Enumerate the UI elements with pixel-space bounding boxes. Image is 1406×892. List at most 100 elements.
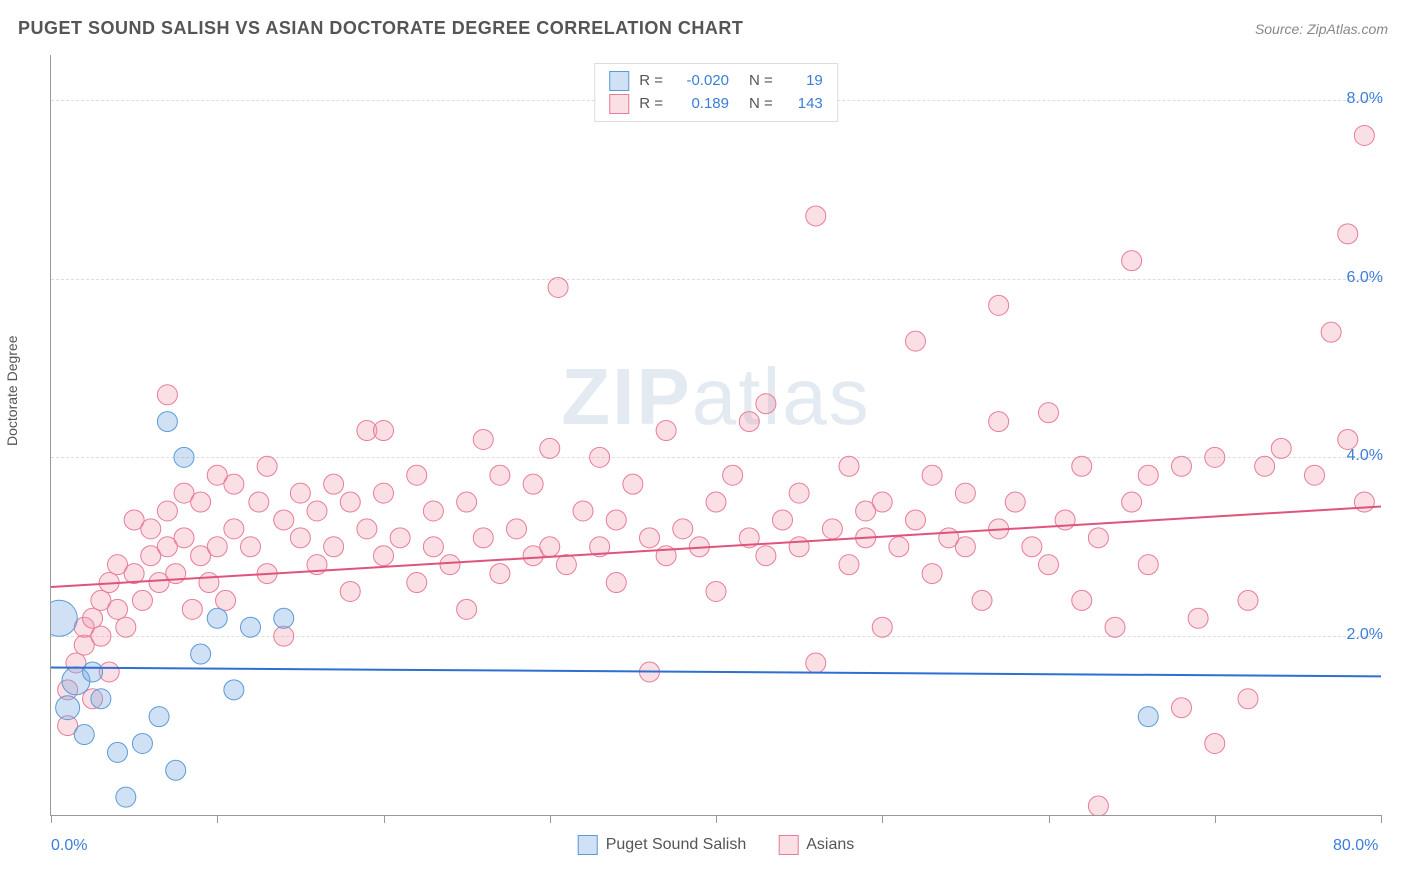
data-point <box>290 483 310 503</box>
data-point <box>457 599 477 619</box>
data-point <box>257 564 277 584</box>
data-point <box>157 385 177 405</box>
data-point <box>1072 590 1092 610</box>
x-tick-label: 0.0% <box>51 837 87 855</box>
plot-area: ZIPatlas R = -0.020 N = 19 R = 0.189 N =… <box>50 55 1381 816</box>
data-point <box>507 519 527 539</box>
data-point <box>656 546 676 566</box>
data-point <box>989 412 1009 432</box>
data-point <box>1172 456 1192 476</box>
x-tick-label: 80.0% <box>1333 837 1378 855</box>
data-point <box>324 474 344 494</box>
correlation-legend: R = -0.020 N = 19 R = 0.189 N = 143 <box>594 63 838 122</box>
x-tick <box>550 815 551 823</box>
data-point <box>739 412 759 432</box>
data-point <box>922 465 942 485</box>
data-point <box>1188 608 1208 628</box>
data-point <box>374 483 394 503</box>
data-point <box>124 564 144 584</box>
data-point <box>822 519 842 539</box>
data-point <box>706 581 726 601</box>
data-point <box>473 429 493 449</box>
data-point <box>723 465 743 485</box>
data-point <box>74 725 94 745</box>
data-point <box>99 573 119 593</box>
data-point <box>756 394 776 414</box>
data-point <box>307 555 327 575</box>
data-point <box>590 537 610 557</box>
x-tick <box>1215 815 1216 823</box>
data-point <box>1354 492 1374 512</box>
n-value-asian: 143 <box>783 93 823 116</box>
r-label: R = <box>639 70 663 93</box>
data-point <box>839 555 859 575</box>
data-point <box>1055 510 1075 530</box>
data-point <box>1039 555 1059 575</box>
data-point <box>590 447 610 467</box>
data-point <box>906 331 926 351</box>
data-point <box>1072 456 1092 476</box>
data-point <box>1088 528 1108 548</box>
data-point <box>872 617 892 637</box>
data-point <box>241 617 261 637</box>
data-point <box>274 510 294 530</box>
data-point <box>149 707 169 727</box>
data-point <box>274 626 294 646</box>
x-tick <box>882 815 883 823</box>
series-legend: Puget Sound Salish Asians <box>578 835 855 855</box>
scatter-points <box>51 55 1381 815</box>
data-point <box>224 680 244 700</box>
data-point <box>689 537 709 557</box>
data-point <box>1039 403 1059 423</box>
data-point <box>989 295 1009 315</box>
data-point <box>1205 447 1225 467</box>
data-point <box>673 519 693 539</box>
data-point <box>989 519 1009 539</box>
data-point <box>91 689 111 709</box>
data-point <box>972 590 992 610</box>
r-value-salish: -0.020 <box>673 70 729 93</box>
data-point <box>490 564 510 584</box>
legend-label-salish: Puget Sound Salish <box>606 836 747 854</box>
n-label: N = <box>749 70 773 93</box>
data-point <box>906 510 926 530</box>
data-point <box>290 528 310 548</box>
data-point <box>1138 465 1158 485</box>
data-point <box>556 555 576 575</box>
data-point <box>199 573 219 593</box>
data-point <box>224 474 244 494</box>
x-tick <box>217 815 218 823</box>
n-value-salish: 19 <box>783 70 823 93</box>
data-point <box>108 742 128 762</box>
data-point <box>839 456 859 476</box>
data-point <box>656 421 676 441</box>
data-point <box>789 483 809 503</box>
legend-label-asian: Asians <box>806 836 854 854</box>
data-point <box>407 573 427 593</box>
data-point <box>157 412 177 432</box>
r-label: R = <box>639 93 663 116</box>
data-point <box>1122 492 1142 512</box>
data-point <box>56 696 80 720</box>
source-label: Source: ZipAtlas.com <box>1255 21 1388 37</box>
data-point <box>1205 733 1225 753</box>
data-point <box>473 528 493 548</box>
data-point <box>1238 689 1258 709</box>
data-point <box>1088 796 1108 815</box>
data-point <box>490 465 510 485</box>
data-point <box>390 528 410 548</box>
data-point <box>116 787 136 807</box>
data-point <box>423 537 443 557</box>
data-point <box>540 438 560 458</box>
data-point <box>1338 224 1358 244</box>
data-point <box>116 617 136 637</box>
data-point <box>606 510 626 530</box>
data-point <box>1122 251 1142 271</box>
data-point <box>1338 429 1358 449</box>
data-point <box>1238 590 1258 610</box>
data-point <box>573 501 593 521</box>
data-point <box>249 492 269 512</box>
data-point <box>440 555 460 575</box>
data-point <box>51 600 77 636</box>
data-point <box>141 519 161 539</box>
